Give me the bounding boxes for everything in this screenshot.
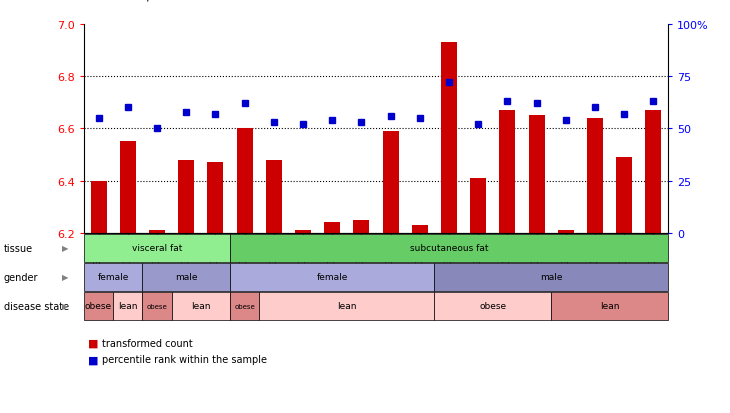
Text: male: male <box>540 273 562 282</box>
Bar <box>120 142 136 233</box>
Text: percentile rank within the sample: percentile rank within the sample <box>102 354 267 364</box>
Text: ■: ■ <box>88 338 98 348</box>
Text: obese: obese <box>234 303 255 309</box>
Text: female: female <box>317 273 347 282</box>
Text: obese: obese <box>85 301 112 311</box>
Text: disease state: disease state <box>4 301 69 311</box>
Bar <box>441 43 457 233</box>
Bar <box>616 158 632 233</box>
Text: visceral fat: visceral fat <box>131 244 182 253</box>
Text: ▶: ▶ <box>63 244 69 253</box>
Bar <box>207 163 223 233</box>
Text: male: male <box>175 273 197 282</box>
Bar <box>266 160 282 233</box>
Text: lean: lean <box>118 301 137 311</box>
Text: subcutaneous fat: subcutaneous fat <box>410 244 488 253</box>
Text: ■: ■ <box>88 354 98 364</box>
Bar <box>558 231 574 233</box>
Text: lean: lean <box>191 301 210 311</box>
Bar <box>587 119 603 233</box>
Bar <box>383 132 399 233</box>
Text: lean: lean <box>600 301 619 311</box>
Bar <box>499 111 515 233</box>
Text: obese: obese <box>479 301 507 311</box>
Bar <box>412 225 428 233</box>
Bar <box>149 231 165 233</box>
Text: female: female <box>98 273 128 282</box>
Bar <box>295 231 311 233</box>
Bar <box>353 220 369 233</box>
Text: gender: gender <box>4 272 38 282</box>
Bar <box>178 160 194 233</box>
Text: ▶: ▶ <box>63 301 69 311</box>
Bar <box>91 181 107 233</box>
Bar <box>324 223 340 233</box>
Text: lean: lean <box>337 301 356 311</box>
Text: obese: obese <box>147 303 167 309</box>
Text: GDS4276 / 7953450: GDS4276 / 7953450 <box>84 0 211 2</box>
Bar <box>645 111 661 233</box>
Text: transformed count: transformed count <box>102 338 193 348</box>
Text: ▶: ▶ <box>63 273 69 282</box>
Bar <box>237 129 253 233</box>
Bar <box>470 178 486 233</box>
Text: tissue: tissue <box>4 243 33 253</box>
Bar <box>529 116 545 233</box>
